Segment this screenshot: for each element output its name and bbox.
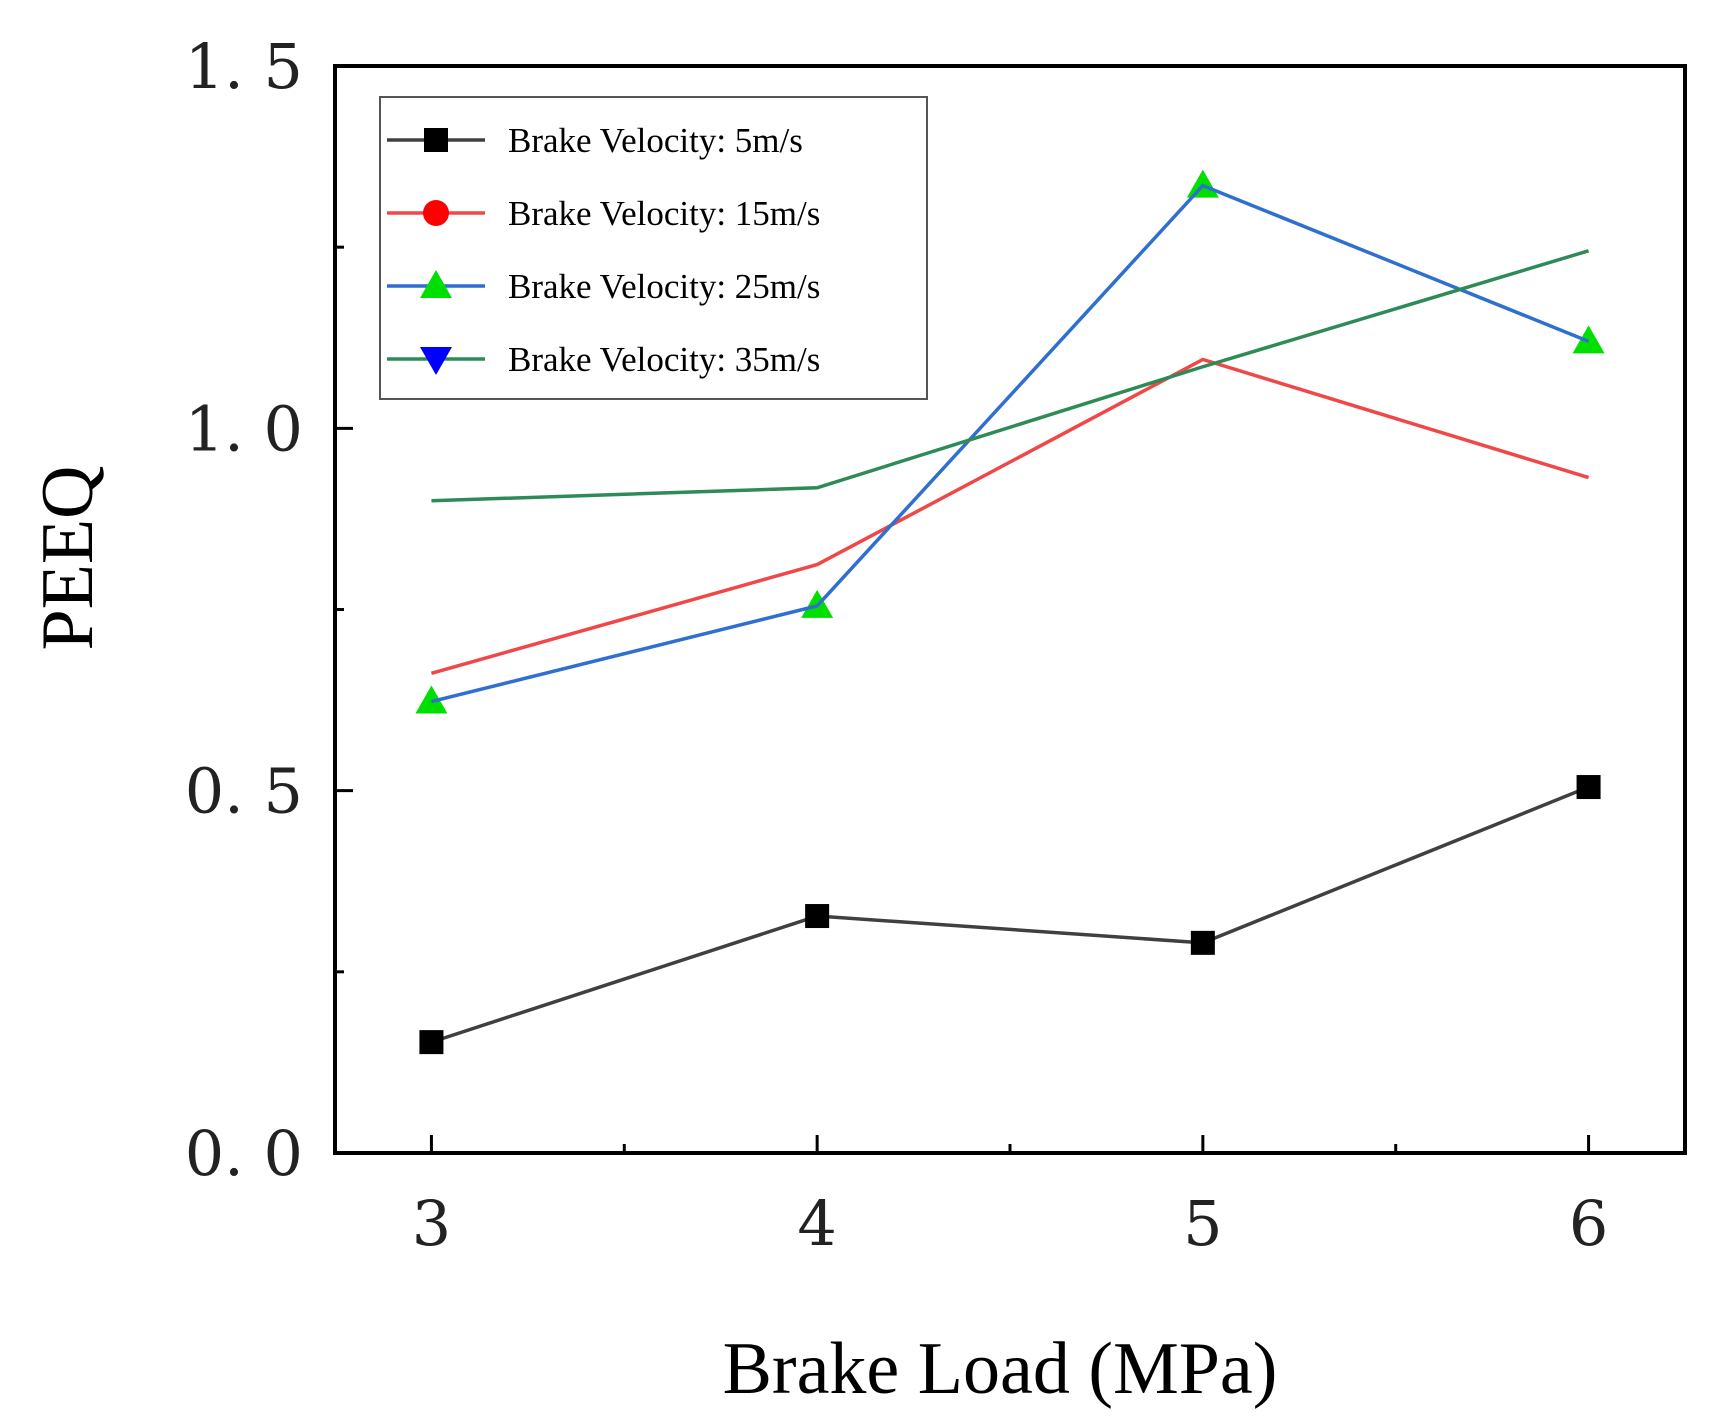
series-line: [430, 357, 1590, 675]
y-tick-label: 0. 0: [185, 1117, 303, 1190]
legend-item: Brake Velocity: 35m/s: [387, 340, 820, 379]
series-3: [431, 183, 1590, 704]
legend-marker: [420, 347, 452, 375]
legend-item: Brake Velocity: 25m/s: [387, 267, 820, 306]
legend-label: Brake Velocity: 35m/s: [508, 340, 820, 379]
data-point: [805, 904, 830, 929]
legend-item: Brake Velocity: 5m/s: [387, 121, 803, 160]
series-line: [430, 785, 1590, 1044]
legend-marker: [420, 270, 452, 298]
legend-box: [379, 96, 928, 400]
data-point: [415, 685, 448, 714]
legend-marker: [423, 200, 449, 226]
series-line: [431, 183, 1590, 704]
legend: Brake Velocity: 5m/s Brake Velocity: 15m/…: [379, 96, 928, 400]
axis-layer: 3 4 5 6 0. 0 0. 5 1. 0 1. 5: [185, 30, 1609, 1260]
series-1: [419, 775, 1601, 1055]
y-tick-label: 0. 5: [185, 755, 303, 828]
x-tick-label: 4: [797, 1187, 836, 1260]
data-point: [1190, 930, 1215, 955]
series-layer: [415, 169, 1605, 1055]
legend-item: Brake Velocity: 15m/s: [387, 194, 820, 233]
legend-marker: [424, 128, 448, 152]
legend-label: Brake Velocity: 15m/s: [508, 194, 820, 233]
data-point: [419, 1030, 444, 1055]
y-axis-title: PEEQ: [27, 466, 109, 651]
y-tick-label: 1. 5: [185, 30, 303, 103]
data-point: [1572, 325, 1605, 354]
y-tick-label: 1. 0: [185, 392, 303, 465]
series-4: [431, 249, 1590, 503]
x-tick-label: 5: [1183, 1187, 1222, 1260]
x-tick-label: 3: [412, 1187, 451, 1260]
series-line: [431, 249, 1590, 503]
legend-label: Brake Velocity: 25m/s: [508, 267, 820, 306]
x-tick-label: 6: [1569, 1187, 1608, 1260]
x-axis-title: Brake Load (MPa): [723, 1328, 1278, 1410]
legend-label: Brake Velocity: 5m/s: [508, 121, 803, 160]
data-point: [1576, 775, 1601, 800]
